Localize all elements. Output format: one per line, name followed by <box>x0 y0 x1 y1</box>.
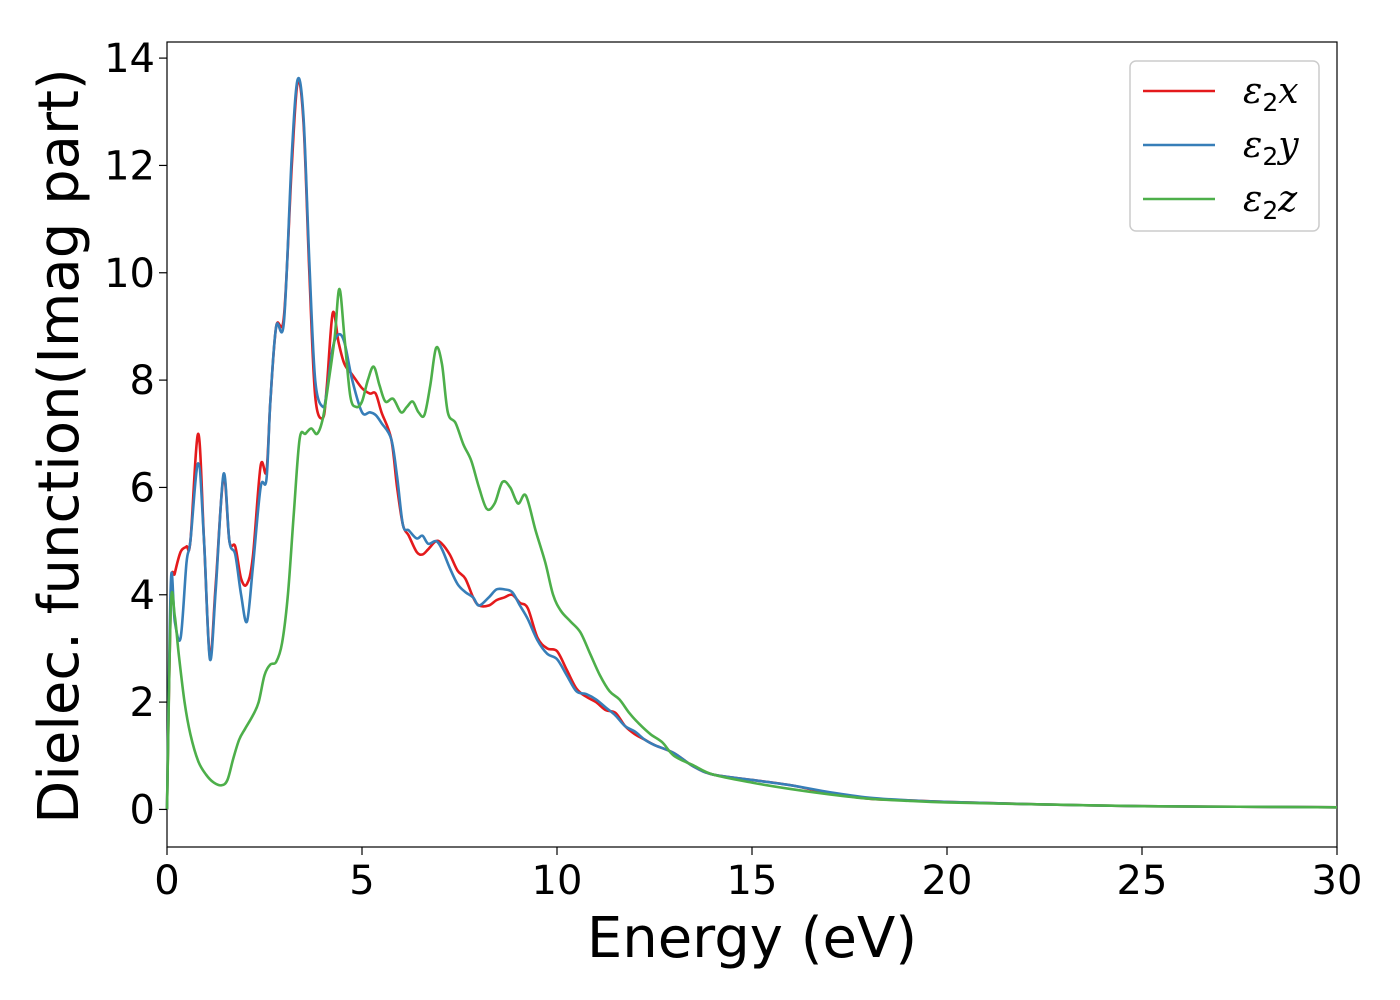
series-line-z <box>165 287 1338 810</box>
y-tick-label: 6 <box>130 465 155 511</box>
legend-entries: ε2x ε2y ε2z <box>1143 71 1299 225</box>
y-tick-label: 14 <box>104 36 155 82</box>
y-axis-ticks: 0 2 4 6 8 10 12 14 <box>104 36 167 833</box>
x-axis-label: Energy (eV) <box>587 906 917 971</box>
legend: ε2x ε2y ε2z <box>1129 60 1320 232</box>
legend-box <box>1129 60 1320 232</box>
x-tick-label: 30 <box>1312 858 1363 904</box>
series-lines <box>165 76 1338 810</box>
x-tick-label: 15 <box>727 858 778 904</box>
y-tick-label: 8 <box>130 358 155 404</box>
legend-label-x: ε2x <box>1243 71 1299 117</box>
y-axis-label: Dielec. function(Imag part) <box>27 68 92 824</box>
y-tick-label: 0 <box>130 787 155 833</box>
y-tick-label: 12 <box>104 143 155 189</box>
x-tick-label: 0 <box>154 858 179 904</box>
y-tick-label: 10 <box>104 251 155 297</box>
x-tick-label: 20 <box>922 858 973 904</box>
y-tick-label: 4 <box>130 573 155 619</box>
x-tick-label: 25 <box>1117 858 1168 904</box>
x-tick-label: 10 <box>532 858 583 904</box>
legend-label-y: ε2y <box>1243 125 1299 171</box>
x-tick-label: 5 <box>349 858 374 904</box>
y-tick-label: 2 <box>130 680 155 726</box>
x-axis-ticks: 0 5 10 15 20 25 30 <box>154 847 1362 904</box>
legend-label-z: ε2z <box>1243 179 1298 225</box>
series-line-y <box>165 76 1338 810</box>
